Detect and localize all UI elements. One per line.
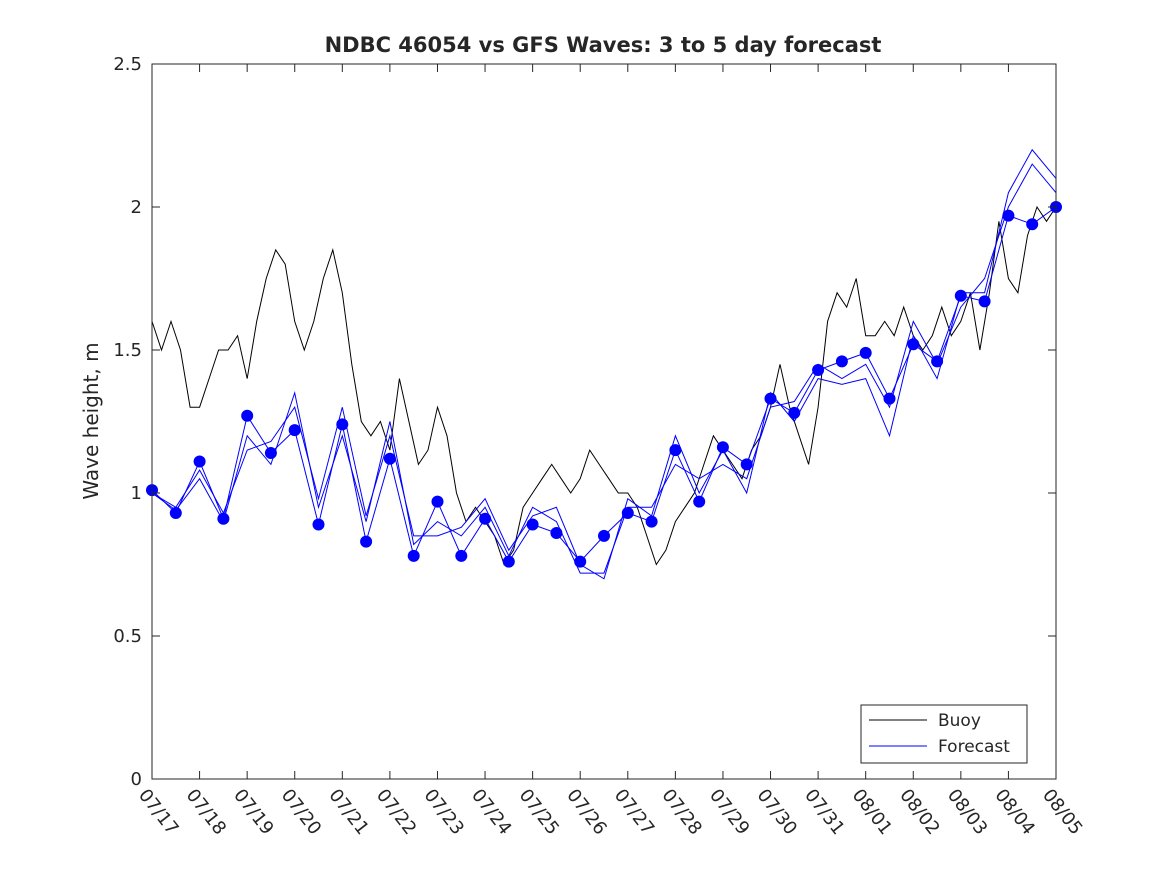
y-axis: 0 0.5 1 1.5 2 2.5	[113, 54, 1056, 790]
forecast-marker	[550, 527, 563, 539]
forecast-marker	[931, 355, 944, 368]
legend-label-buoy: Buoy	[938, 711, 981, 731]
x-tick-label: 08/03	[943, 785, 991, 839]
x-tick-label: 07/28	[657, 785, 705, 839]
forecast-marker	[502, 555, 515, 568]
x-tick-label: 07/24	[467, 785, 515, 839]
plot-area-frame	[151, 63, 1057, 780]
forecast-marker	[241, 409, 254, 422]
y-tick-label: 1	[131, 483, 142, 504]
legend: Buoy Forecast	[860, 704, 1028, 764]
x-tick-label: 07/26	[562, 785, 610, 839]
forecast-marker	[193, 455, 206, 468]
forecast-marker	[407, 549, 420, 562]
forecast-marker	[479, 512, 492, 525]
chart-title: NDBC 46054 vs GFS Waves: 3 to 5 day fore…	[325, 33, 882, 57]
y-tick-label: 1.5	[113, 340, 142, 361]
x-tick-label: 07/31	[800, 785, 848, 839]
x-tick-label: 08/04	[990, 785, 1038, 839]
forecast-marker	[574, 555, 587, 568]
forecast-marker	[907, 338, 920, 351]
y-axis-label: Wave height, m	[79, 342, 103, 499]
plot-content	[146, 148, 1062, 580]
legend-label-forecast: Forecast	[938, 737, 1010, 757]
legend-box	[860, 704, 1028, 764]
forecast-marker	[835, 355, 848, 368]
forecast-marker	[764, 392, 777, 405]
x-tick-label: 07/17	[134, 785, 182, 839]
forecast-marker	[264, 447, 277, 459]
x-tick-label: 07/18	[182, 785, 230, 839]
y-tick-label: 2	[131, 197, 142, 218]
forecast-marker	[788, 406, 801, 419]
forecast-marker	[693, 495, 706, 508]
forecast-series-line-1	[151, 206, 1057, 563]
x-tick-label: 07/20	[277, 785, 325, 839]
x-tick-label: 07/27	[610, 785, 658, 839]
forecast-marker	[740, 458, 753, 471]
forecast-marker	[812, 364, 825, 376]
forecast-marker	[312, 518, 325, 531]
forecast-marker	[978, 295, 991, 308]
x-tick-label: 07/25	[515, 785, 563, 839]
forecast-marker	[431, 495, 444, 508]
forecast-marker	[455, 549, 468, 562]
x-tick-label: 08/05	[1038, 785, 1086, 839]
x-tick-label: 07/29	[705, 785, 753, 839]
x-tick-label: 07/19	[229, 785, 277, 839]
x-tick-label: 07/30	[753, 785, 801, 839]
y-tick-label: 2.5	[113, 54, 142, 75]
forecast-marker	[360, 535, 373, 548]
forecast-marker	[336, 418, 349, 431]
forecast-marker	[954, 289, 967, 302]
buoy-series-line	[151, 205, 1057, 566]
y-tick-label: 0	[131, 769, 142, 790]
y-tick-label: 0.5	[113, 626, 142, 647]
forecast-marker	[645, 515, 658, 528]
forecast-marker	[169, 507, 182, 519]
forecast-marker	[598, 529, 610, 542]
forecast-marker	[716, 441, 729, 454]
forecast-marker	[1026, 218, 1039, 231]
forecast-marker	[288, 424, 301, 437]
forecast-marker	[217, 512, 230, 525]
forecast-marker	[669, 444, 682, 457]
forecast-series-line-2	[151, 163, 1057, 574]
forecast-marker	[883, 392, 896, 405]
x-tick-label: 07/23	[420, 785, 468, 839]
x-tick-label: 07/21	[324, 785, 372, 839]
forecast-marker	[621, 507, 634, 519]
forecast-series-line-3	[151, 148, 1057, 580]
x-tick-label: 08/02	[895, 785, 943, 839]
forecast-marker	[1002, 209, 1015, 222]
x-tick-label: 08/01	[848, 785, 896, 839]
forecast-marker	[859, 346, 872, 359]
forecast-marker	[526, 518, 539, 531]
forecast-marker	[383, 452, 396, 465]
x-tick-label: 07/22	[372, 785, 420, 839]
